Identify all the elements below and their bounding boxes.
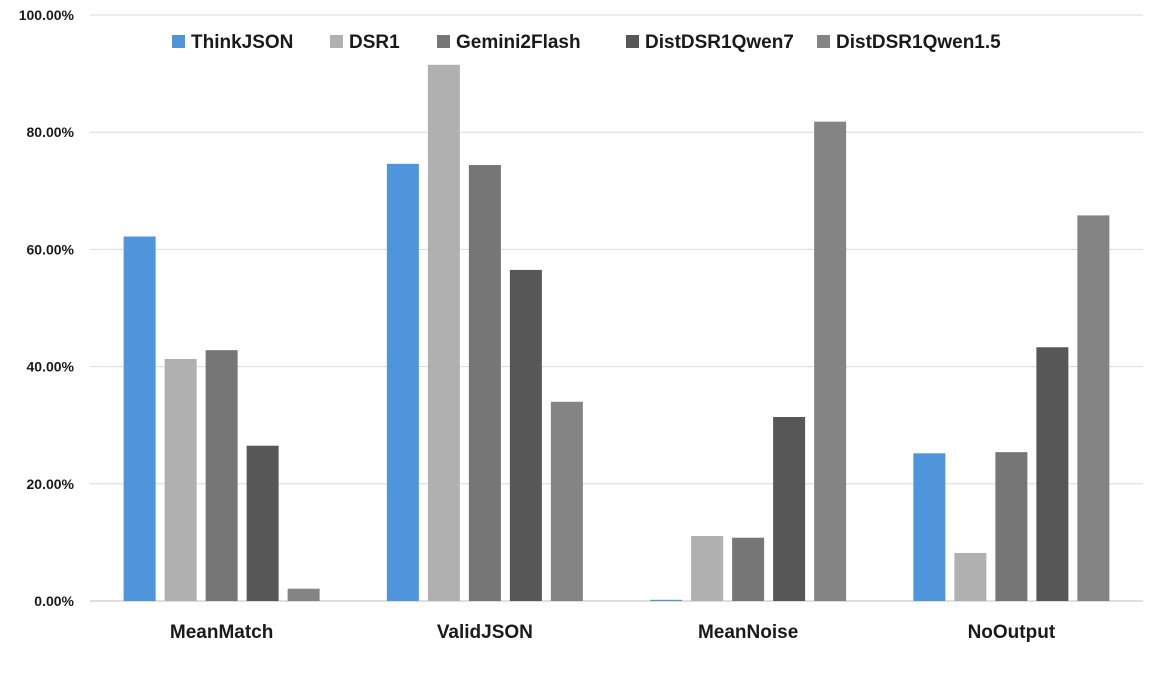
x-category-label: NoOutput	[968, 622, 1056, 643]
y-tick-label: 80.00%	[27, 124, 75, 140]
bar-thinkjson-meanmatch	[123, 236, 156, 601]
bar-distdsr1qwen7-meanmatch	[246, 445, 279, 601]
x-category-label: MeanMatch	[170, 622, 273, 643]
bar-gemini2flash-validjson	[468, 165, 501, 602]
bar-dsr1-meanmatch	[164, 358, 197, 601]
legend-label: DSR1	[349, 32, 400, 53]
legend-label: ThinkJSON	[191, 32, 293, 53]
legend: ThinkJSON DSR1 Gemini2Flash DistDSR1Qwen7 Di…	[172, 32, 1001, 53]
bar-dsr1-validjson	[427, 64, 460, 601]
y-tick-label: 0.00%	[34, 593, 74, 609]
axes: 0.00% 20.00% 40.00% 60.00% 80.00% 100.00% Mean…	[19, 7, 1056, 643]
bar-distdsr1qwen1-5-validjson	[550, 401, 583, 601]
y-tick-label: 40.00%	[27, 359, 75, 375]
bar-gemini2flash-meanmatch	[205, 350, 238, 601]
bar-thinkjson-nooutput	[913, 453, 946, 601]
legend-label: DistDSR1Qwen7	[645, 32, 794, 53]
y-tick-label: 60.00%	[27, 241, 75, 257]
legend-label: DistDSR1Qwen1.5	[836, 32, 1001, 53]
bar-dsr1-nooutput	[954, 552, 987, 601]
legend-label: Gemini2Flash	[456, 32, 581, 53]
y-tick-label: 100.00%	[19, 7, 75, 23]
bars	[123, 64, 1110, 602]
bar-thinkjson-meannoise	[650, 599, 683, 601]
legend-swatch	[330, 35, 343, 48]
bar-thinkjson-validjson	[386, 163, 419, 601]
legend-swatch	[626, 35, 639, 48]
bar-distdsr1qwen7-validjson	[509, 269, 542, 601]
bar-dsr1-meannoise	[691, 535, 724, 601]
x-category-label: MeanNoise	[698, 622, 798, 643]
legend-swatch	[817, 35, 830, 48]
bar-distdsr1qwen1-5-nooutput	[1077, 215, 1110, 602]
bar-gemini2flash-meannoise	[732, 537, 765, 601]
y-tick-label: 20.00%	[27, 476, 75, 492]
bar-gemini2flash-nooutput	[995, 452, 1028, 601]
bar-distdsr1qwen7-nooutput	[1036, 347, 1069, 601]
x-category-label: ValidJSON	[437, 622, 533, 643]
bar-distdsr1qwen1-5-meannoise	[814, 121, 847, 601]
legend-swatch	[437, 35, 450, 48]
legend-swatch	[172, 35, 185, 48]
bar-distdsr1qwen7-meannoise	[773, 416, 806, 601]
bar-distdsr1qwen1-5-meanmatch	[287, 588, 320, 601]
